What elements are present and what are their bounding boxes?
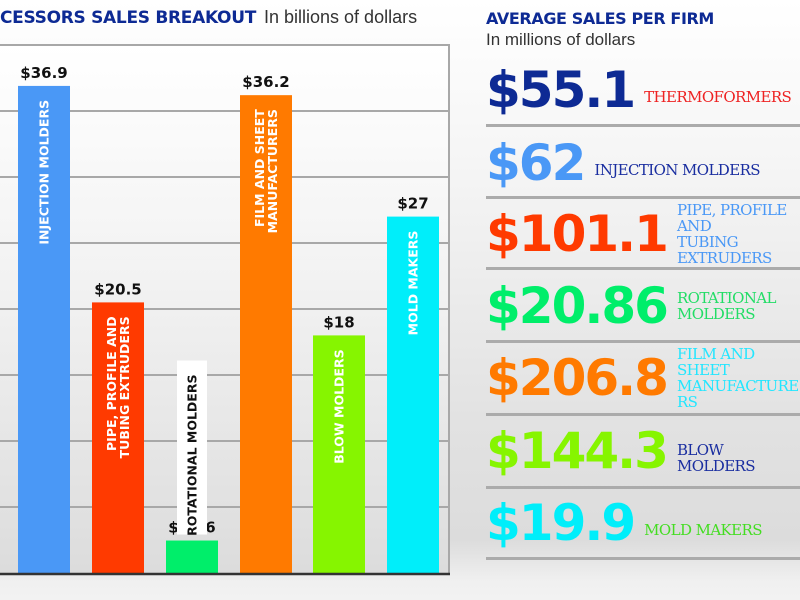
- category-label-line: BLOW MOLDERS: [332, 349, 347, 463]
- firm-average-value: $20.86: [486, 277, 669, 335]
- average-sales-title: AVERAGE SALES PER FIRM: [486, 9, 714, 28]
- firm-row: $206.8 FILM AND SHEET MANUFACTURERS: [486, 343, 800, 413]
- firm-category-label: INJECTION MOLDERS: [594, 162, 800, 178]
- firm-category-label-line: PIPE, PROFILE AND: [676, 201, 787, 235]
- average-sales-subtitle: In millions of dollars: [486, 30, 636, 49]
- row-divider: [486, 557, 800, 560]
- firm-category-label: PIPE, PROFILE AND TUBING EXTRUDERS: [677, 202, 800, 266]
- category-label-line: MANUFACTURERS: [265, 109, 280, 233]
- firm-category-label-line: THERMOFORMERS: [644, 88, 792, 106]
- bar-pipe-profile-and-tubing-extruders: [92, 302, 144, 573]
- sales-breakout-bar-chart: $36.9 INJECTION MOLDERS $20.5 PIPE, PROFILE…: [0, 44, 450, 576]
- chart-subtitle: In billions of dollars: [264, 7, 418, 27]
- value-label-film-and-sheet-manufacturers: $36.2: [242, 73, 289, 91]
- firm-category-label-line: FILM AND SHEET: [676, 345, 755, 379]
- category-label-line: ROTATIONAL MOLDERS: [185, 375, 200, 536]
- firm-average-value: $62: [486, 134, 586, 192]
- firm-category-label: FILM AND SHEET MANUFACTURERS: [677, 346, 800, 410]
- row-divider: [486, 267, 800, 270]
- firm-category-label-line: BLOW MOLDERS: [676, 441, 756, 475]
- firm-average-value: $206.8: [486, 349, 669, 407]
- row-divider: [486, 413, 800, 416]
- firm-category-label-line: MANUFACTURERS: [676, 377, 799, 411]
- category-label-line: PIPE, PROFILE AND: [104, 316, 119, 451]
- firm-category-label: ROTATIONAL MOLDERS: [677, 290, 800, 322]
- firm-category-label-line: INJECTION MOLDERS: [594, 161, 760, 179]
- firm-category-label-line: MOLDERS: [676, 305, 756, 323]
- category-label-line: INJECTION MOLDERS: [37, 100, 52, 245]
- chart-title: CESSORS SALES BREAKOUT: [0, 8, 257, 28]
- category-label-injection-molders: INJECTION MOLDERS: [37, 100, 52, 245]
- row-divider: [486, 486, 800, 489]
- bar-film-and-sheet-manufacturers: [240, 95, 292, 573]
- firm-row: $144.3 BLOW MOLDERS: [486, 416, 800, 486]
- firm-row: $19.9 MOLD MAKERS: [486, 488, 800, 558]
- bar-blow-molders: [313, 335, 365, 573]
- firm-row: $62 INJECTION MOLDERS: [486, 128, 800, 198]
- firm-average-value: $55.1: [486, 61, 636, 119]
- value-label-blow-molders: $18: [323, 313, 354, 331]
- category-label-line: FILM AND SHEET: [252, 109, 267, 227]
- row-divider: [486, 196, 800, 199]
- bar-mold-makers: [387, 216, 439, 573]
- firm-category-label-line: TUBING EXTRUDERS: [676, 233, 772, 267]
- firm-row: $55.1 THERMOFORMERS: [486, 55, 800, 125]
- firm-category-label: BLOW MOLDERS: [677, 442, 800, 474]
- bar-injection-molders: [18, 85, 70, 574]
- firm-category-label: MOLD MAKERS: [644, 522, 800, 538]
- category-label-blow-molders: BLOW MOLDERS: [332, 349, 347, 463]
- firm-category-label: THERMOFORMERS: [644, 89, 800, 105]
- bar-rotational-molders: [166, 540, 218, 573]
- category-label-box-rotational-molders: [177, 360, 207, 535]
- value-label-mold-makers: $27: [397, 195, 428, 213]
- firm-average-value: $144.3: [486, 422, 669, 480]
- firm-row: $20.86 ROTATIONAL MOLDERS: [486, 271, 800, 341]
- firm-average-value: $19.9: [486, 494, 636, 552]
- firm-average-value: $101.1: [486, 205, 669, 263]
- firm-category-label-line: MOLD MAKERS: [644, 521, 762, 539]
- category-label-line: MOLD MAKERS: [406, 231, 421, 336]
- value-label-pipe-profile-and-tubing-extruders: $20.5: [94, 280, 141, 298]
- row-divider: [486, 124, 800, 127]
- category-label-mold-makers: MOLD MAKERS: [406, 231, 421, 336]
- category-label-line: TUBING EXTRUDERS: [117, 316, 132, 458]
- firm-category-label-line: ROTATIONAL: [676, 289, 777, 307]
- firm-row: $101.1 PIPE, PROFILE AND TUBING EXTRUDERS: [486, 199, 800, 269]
- category-label-rotational-molders: ROTATIONAL MOLDERS: [185, 375, 200, 536]
- row-divider: [486, 340, 800, 343]
- value-label-injection-molders: $36.9: [20, 64, 67, 82]
